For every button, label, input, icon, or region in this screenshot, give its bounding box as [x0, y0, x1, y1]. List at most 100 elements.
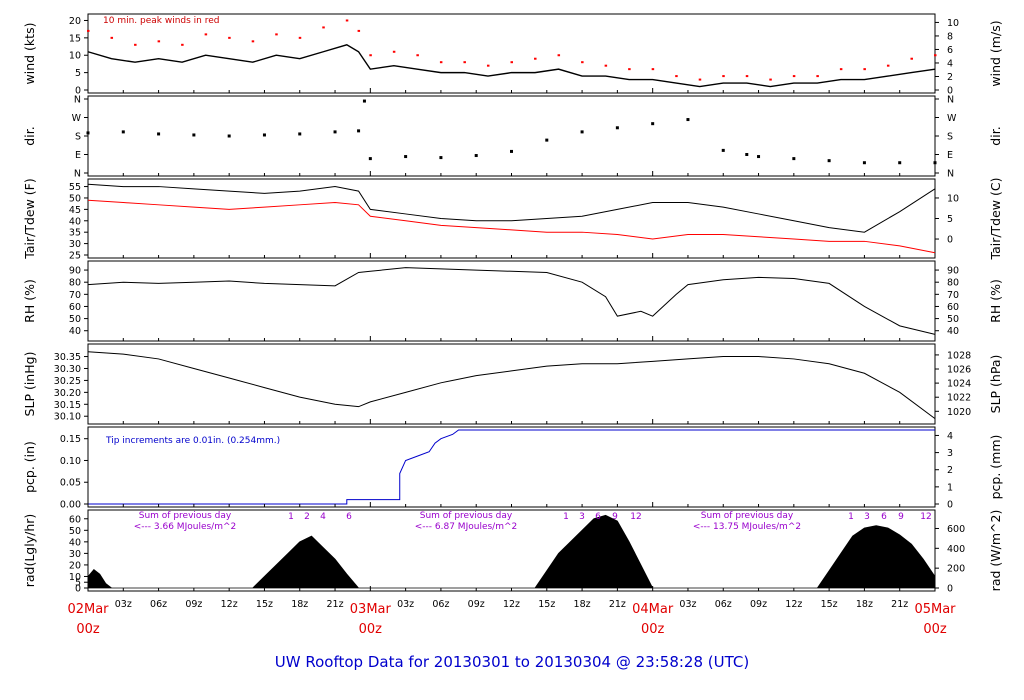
ytick-label-right: 1020	[947, 407, 971, 418]
ytick-label-left: 40	[69, 537, 81, 548]
data-point	[792, 157, 796, 161]
ytick-label-right: 5	[947, 214, 953, 225]
series-slp	[87, 351, 936, 420]
ytick-label-right: 0	[947, 86, 953, 97]
ytick-label-left: 70	[69, 290, 81, 301]
ytick-label-right: 0	[947, 500, 953, 511]
day-sub-label: 00z	[641, 622, 665, 637]
data-point	[368, 157, 372, 161]
ytick-label-right: 4	[947, 58, 953, 69]
ytick-label-left: 0.00	[60, 500, 81, 511]
ytick-label-right: 10	[947, 18, 959, 29]
peak-point	[722, 75, 725, 78]
ytick-label-right: 90	[947, 266, 959, 277]
peak-point	[275, 33, 278, 36]
data-point	[404, 155, 408, 159]
day-sub-label: 00z	[359, 622, 383, 637]
peak-point	[110, 36, 114, 39]
data-point	[474, 154, 478, 158]
ytick-label-right: 1024	[947, 379, 971, 390]
ytick-label-right: E	[947, 150, 953, 161]
day-label: 05Mar	[914, 602, 956, 617]
ylabel-right: SLP (hPa)	[988, 355, 1003, 414]
hour-mark: 9	[612, 512, 618, 522]
data-point	[121, 130, 125, 134]
peak-point	[322, 26, 325, 29]
ytick-label-left: 5	[75, 68, 81, 79]
peak-point	[134, 43, 137, 46]
ytick-label-right: 8	[947, 31, 953, 42]
peak-point	[934, 54, 937, 57]
ytick-label-left: 25	[69, 251, 81, 262]
peak-point	[510, 61, 513, 64]
peak-point	[863, 68, 866, 71]
hour-mark: 6	[346, 512, 352, 522]
ylabel-left: wind (kts)	[22, 23, 37, 85]
hour-tick-label: 15z	[821, 599, 838, 610]
ytick-label-right: 600	[947, 524, 965, 535]
data-point	[580, 130, 584, 134]
peak-point	[534, 57, 537, 60]
series-wind	[87, 44, 936, 88]
ytick-label-right: 2	[947, 72, 953, 83]
ytick-label-right: 60	[947, 302, 959, 313]
hour-tick-label: 09z	[468, 599, 485, 610]
ytick-label-left: 0	[75, 86, 81, 97]
ytick-label-left: N	[74, 95, 81, 106]
ytick-label-right: 400	[947, 544, 965, 555]
ytick-label-left: 60	[69, 514, 81, 525]
data-point	[439, 156, 443, 160]
tip-increment-note: Tip increments are 0.01in. (0.254mm.)	[105, 436, 280, 446]
data-point	[227, 134, 231, 138]
ylabel-right: Tair/Tdew (C)	[988, 178, 1003, 261]
ytick-label-right: 4	[947, 431, 953, 442]
ytick-label-right: 0	[947, 235, 953, 246]
ytick-label-left: 30.30	[54, 364, 81, 375]
ytick-label-right: 6	[947, 45, 953, 56]
series-precipitation	[88, 429, 935, 505]
ytick-label-right: 200	[947, 564, 965, 575]
hour-mark: 12	[920, 512, 931, 522]
ytick-label-right: 2	[947, 465, 953, 476]
series-rh	[87, 267, 936, 335]
hour-tick-label: 15z	[538, 599, 555, 610]
data-point	[933, 161, 937, 165]
ytick-label-right: 0	[947, 584, 953, 595]
hour-tick-label: 09z	[750, 599, 767, 610]
hour-mark: 12	[630, 512, 641, 522]
ytick-label-left: N	[74, 169, 81, 180]
data-point	[745, 153, 749, 156]
data-point	[510, 149, 513, 153]
ytick-label-left: 55	[69, 182, 81, 193]
panel-frame	[87, 178, 936, 259]
ytick-label-left: 40	[69, 326, 81, 337]
data-point	[192, 133, 196, 137]
ytick-label-left: 10	[69, 572, 81, 583]
panel-frame	[87, 343, 936, 425]
ylabel-right: dir.	[988, 126, 1003, 145]
ytick-label-left: 45	[69, 205, 81, 216]
hour-tick-label: 15z	[256, 599, 273, 610]
peak-point	[628, 68, 631, 71]
peak-point	[392, 50, 396, 53]
day-label: 02Mar	[67, 602, 109, 617]
hour-tick-label: 06z	[432, 599, 449, 610]
hour-tick-label: 12z	[785, 599, 802, 610]
ytick-label-left: 30.10	[54, 412, 81, 423]
data-point	[862, 161, 866, 165]
data-point	[262, 133, 266, 137]
hour-mark: 2	[304, 512, 310, 522]
peak-point	[910, 57, 913, 60]
peak-point	[698, 78, 702, 81]
peak-point	[357, 29, 361, 32]
ytick-label-right: 3	[947, 448, 953, 459]
hour-tick-label: 06z	[150, 599, 167, 610]
sum-label-value: <--- 13.75 MJoules/m^2	[693, 522, 801, 532]
ylabel-right: RH (%)	[988, 279, 1003, 323]
ytick-label-left: 35	[69, 228, 81, 239]
peak-point	[298, 36, 302, 39]
hour-tick-label: 09z	[185, 599, 202, 610]
sum-label-title: Sum of previous day	[701, 511, 794, 521]
